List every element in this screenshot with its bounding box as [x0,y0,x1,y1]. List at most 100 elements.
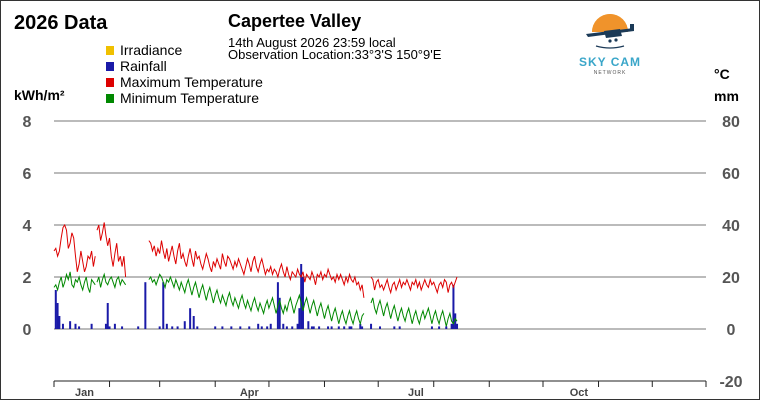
min-temp-line [148,273,365,326]
left-tick-label: 0 [23,322,32,339]
left-tick-label: 4 [23,218,32,235]
rainfall-bar [165,323,168,329]
rainfall-bar [61,323,64,329]
rainfall-bar [54,290,57,329]
max-temp-line [53,223,96,272]
observation-location: Observation Location:33°3'S 150°9'E [228,47,442,62]
rainfall-bar [144,282,147,329]
observation-time: 14th August 2026 23:59 local [228,35,396,50]
rainfall-bar [430,326,433,329]
rainfall-bar [260,326,263,329]
rainfall-bar [301,277,304,329]
right-axis-unit-temp: °C [714,66,730,82]
rainfall-bar [456,323,459,329]
legend-item-min-temp: Minimum Temperature [106,90,259,106]
rainfall-bar [196,326,199,329]
rainfall-bar [370,323,373,329]
month-label: Jul [408,387,424,399]
rainfall-bar [248,326,251,329]
legend-label: Irradiance [120,42,183,58]
rainfall-bar [121,326,124,329]
rainfall-bar [454,313,457,329]
right-tick-label: 40 [722,218,740,235]
rainfall-bar [74,323,77,329]
month-label: Jan [75,387,94,399]
legend-swatch [106,78,114,87]
right-tick-label: 80 [722,114,740,131]
right-axis-unit-rain: mm [714,88,739,104]
rainfall-bar [282,323,285,329]
rainfall-bar [104,323,107,329]
rainfall-bar [445,326,448,329]
rainfall-bar [343,326,346,329]
min-temp-line [96,272,127,290]
rainfall-bar [361,326,364,329]
rainfall-bar [257,323,260,329]
legend-item-max-temp: Maximum Temperature [106,74,263,90]
rainfall-bar [58,316,61,329]
rainfall-bar [56,303,59,329]
left-tick-label: 2 [23,270,32,287]
rainfall-bar [307,321,310,329]
legend-item-irradiance: Irradiance [106,42,182,58]
station-name: Capertee Valley [228,11,362,31]
rainfall-bar [90,323,93,329]
legend-swatch [106,62,114,71]
right-tick-label: 20 [722,270,740,287]
rainfall-bar [137,326,140,329]
rainfall-bar [291,326,294,329]
left-tick-label: 8 [23,114,32,131]
rainfall-bar [337,326,340,329]
rainfall-bar [176,326,179,329]
right-tick-label: 0 [727,322,736,339]
month-label: Oct [570,387,589,399]
page-title: 2026 Data [14,12,108,34]
rainfall-bar [298,308,301,329]
rainfall-bar [310,326,313,329]
rainfall-bar [189,308,192,329]
legend-label: Minimum Temperature [120,90,260,106]
left-tick-label: 6 [23,166,32,183]
rainfall-bar [108,326,111,329]
month-label: Apr [240,387,260,399]
right-tick-label: -20 [719,374,742,391]
rainfall-bar [296,323,299,329]
max-temp-line [96,222,127,278]
rainfall-bar [171,326,174,329]
logo-text: SKY CAM [579,55,641,69]
rainfall-bar [348,326,351,329]
rainfall-bar [162,282,165,329]
rainfall-bar [278,297,281,329]
rainfall-bar [450,323,453,329]
rainfall-bar [350,326,353,329]
right-tick-label: 60 [722,166,740,183]
rainfall-bar [221,326,224,329]
rainfall-bar [438,326,441,329]
rainfall-bar [398,326,401,329]
rainfall-bar [393,326,396,329]
rainfall-bar [78,326,81,329]
rainfall-bar [327,326,330,329]
rainfall-bar [239,326,242,329]
rainfall-bar [318,326,321,329]
logo-subtext: NETWORK [594,70,627,76]
plane-over-sun-icon [586,14,634,52]
rainfall-bar [330,326,333,329]
max-temp-line [148,240,365,298]
rainfall-bar [183,321,186,329]
rainfall-bar [359,323,362,329]
rainfall-bar [266,326,269,329]
min-temp-line [370,297,458,327]
skycam-logo: SKY CAM NETWORK [579,14,641,76]
left-axis-unit: kWh/m² [14,87,65,103]
legend-label: Rainfall [120,58,167,74]
rainfall-bar [69,321,72,329]
rainfall-bar [158,326,161,329]
rainfall-bar [106,303,109,329]
rainfall-bar [379,326,381,329]
legend-swatch [106,94,114,103]
rainfall-bar [192,316,195,329]
rainfall-bar [300,264,303,329]
rainfall-bar [452,284,455,329]
